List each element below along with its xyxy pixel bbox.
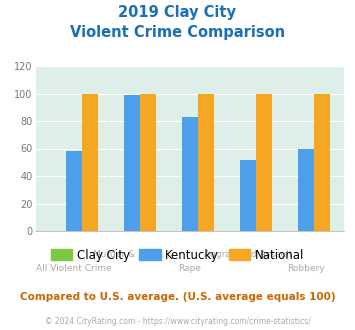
Text: Rape: Rape: [179, 264, 201, 273]
Bar: [124, 95, 140, 231]
Bar: [82, 93, 98, 231]
Text: Robbery: Robbery: [287, 264, 325, 273]
Text: Compared to U.S. average. (U.S. average equals 100): Compared to U.S. average. (U.S. average …: [20, 292, 335, 302]
Bar: [66, 151, 82, 231]
Text: 2019 Clay City: 2019 Clay City: [119, 5, 236, 20]
Bar: [256, 93, 272, 231]
Legend: Clay City, Kentucky, National: Clay City, Kentucky, National: [46, 244, 309, 266]
Bar: [240, 159, 256, 231]
Bar: [198, 93, 214, 231]
Text: © 2024 CityRating.com - https://www.cityrating.com/crime-statistics/: © 2024 CityRating.com - https://www.city…: [45, 317, 310, 326]
Bar: [140, 93, 156, 231]
Bar: [182, 117, 198, 231]
Text: Violent Crime Comparison: Violent Crime Comparison: [70, 25, 285, 40]
Text: All Violent Crime: All Violent Crime: [36, 264, 112, 273]
Bar: [314, 93, 330, 231]
Text: Murder & Mans...: Murder & Mans...: [93, 250, 171, 259]
Bar: [298, 148, 314, 231]
Text: Aggravated Assault: Aggravated Assault: [204, 250, 292, 259]
